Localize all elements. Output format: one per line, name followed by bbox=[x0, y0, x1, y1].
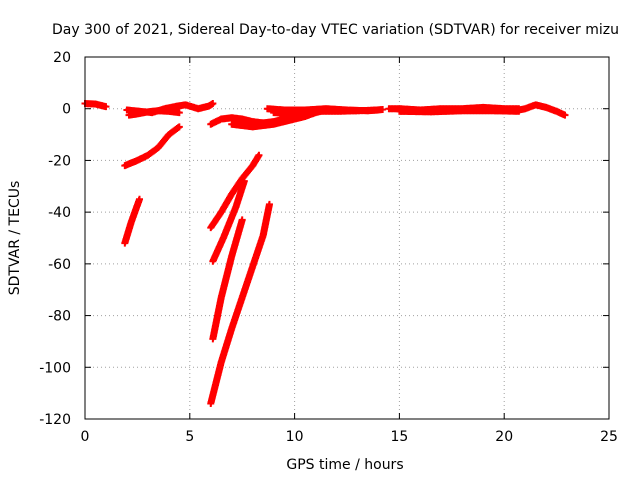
y-tick-label: -20 bbox=[48, 153, 71, 169]
series-track-9 bbox=[207, 200, 273, 407]
data-point bbox=[135, 195, 143, 203]
series-track-8 bbox=[209, 216, 246, 343]
x-tick-label: 10 bbox=[286, 429, 304, 445]
series-track-16 bbox=[515, 101, 569, 119]
series-track-3 bbox=[125, 107, 183, 119]
data-point bbox=[240, 177, 248, 185]
series-track-6 bbox=[207, 151, 263, 232]
y-tick-label: -60 bbox=[48, 257, 71, 273]
y-tick-label: 0 bbox=[62, 102, 71, 118]
axes: 0 5 10 15 20 25 -120 -100 -80 -60 -40 -20 0 20 bbox=[39, 50, 618, 445]
data-point bbox=[561, 111, 569, 119]
series-track-7 bbox=[209, 177, 248, 265]
data-point bbox=[102, 103, 110, 111]
data-point bbox=[265, 200, 273, 208]
chart-title: Day 300 of 2021, Sidereal Day-to-day VTE… bbox=[52, 22, 619, 38]
plot-frame bbox=[84, 56, 610, 420]
x-tick-label: 20 bbox=[495, 429, 513, 445]
y-tick-label: -40 bbox=[48, 205, 71, 221]
x-tick-label: 25 bbox=[600, 429, 618, 445]
y-tick-label: -100 bbox=[39, 360, 71, 376]
data-layer bbox=[81, 100, 569, 407]
x-axis-label: GPS time / hours bbox=[286, 457, 403, 473]
series-track-5 bbox=[121, 195, 143, 247]
y-tick-label: -120 bbox=[39, 412, 71, 428]
y-tick-label: 20 bbox=[53, 50, 71, 66]
data-point bbox=[374, 106, 382, 114]
x-tick-label: 0 bbox=[81, 429, 90, 445]
data-point bbox=[238, 216, 246, 224]
data-point bbox=[175, 123, 183, 131]
series-track-13 bbox=[270, 106, 382, 118]
data-point bbox=[175, 109, 183, 117]
data-point bbox=[255, 151, 263, 159]
series-track-15 bbox=[395, 107, 523, 116]
y-tick-label: -80 bbox=[48, 309, 71, 325]
y-axis-label: SDTVAR / TECUs bbox=[7, 181, 23, 296]
data-point bbox=[209, 100, 217, 108]
series-track-4 bbox=[121, 123, 183, 170]
x-tick-label: 5 bbox=[185, 429, 194, 445]
x-tick-label: 15 bbox=[390, 429, 408, 445]
